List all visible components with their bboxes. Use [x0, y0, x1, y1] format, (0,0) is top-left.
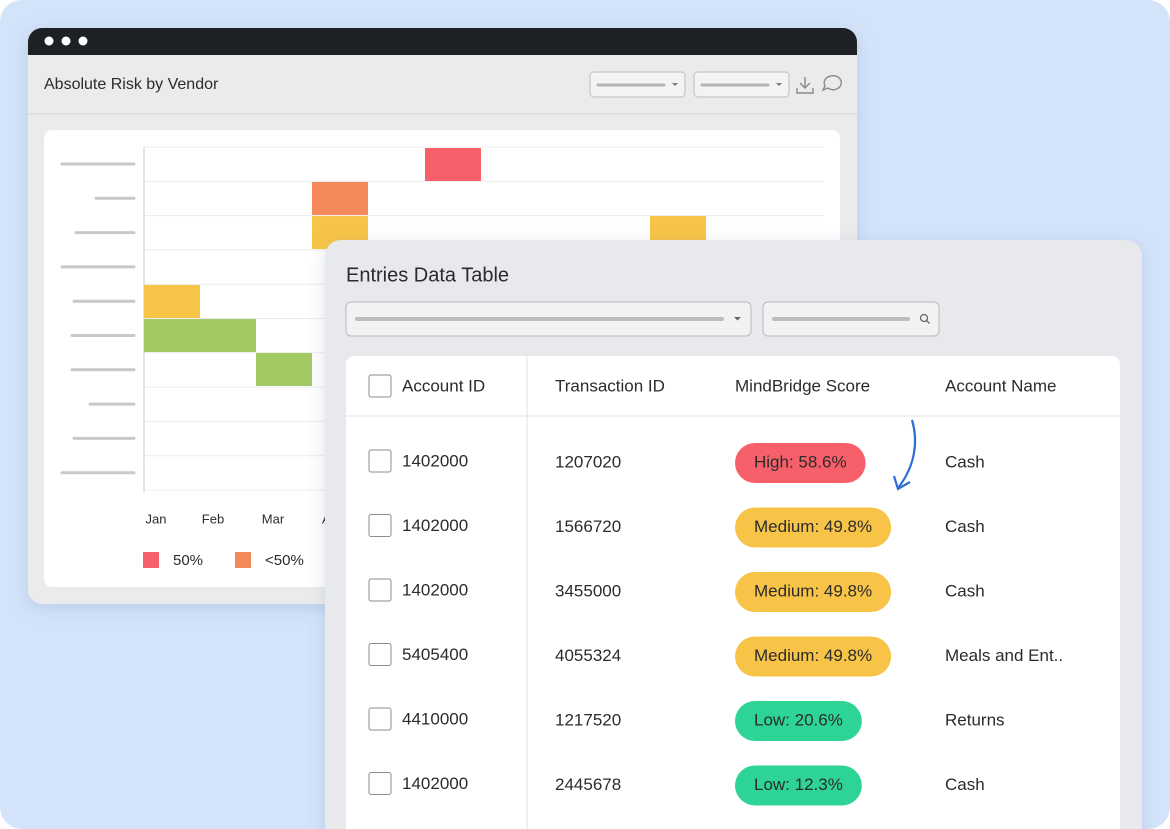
legend-swatch [143, 552, 159, 568]
legend-swatch [235, 552, 251, 568]
checkbox[interactable] [368, 707, 392, 731]
cell-text: 4055324 [555, 646, 621, 665]
cell-text: 1402000 [402, 451, 468, 470]
score-badge: Low: 12.3% [735, 765, 862, 806]
score-label: Medium: 49.8% [754, 646, 872, 665]
cell-text: 2445678 [555, 775, 621, 794]
column-header: Account Name [945, 376, 1057, 395]
heatmap-cell [312, 182, 368, 215]
cell-text: 4410000 [402, 709, 468, 728]
window-dot [44, 36, 54, 46]
checkbox[interactable] [368, 374, 392, 398]
score-badge: Medium: 49.8% [735, 636, 892, 677]
cell-text: 1402000 [402, 580, 468, 599]
arrow-head [892, 475, 911, 491]
window-dot [78, 36, 88, 46]
cell-text: 1207020 [555, 452, 621, 471]
score-label: Low: 20.6% [754, 710, 843, 729]
cell-text: Cash [945, 452, 985, 471]
badge-background [735, 443, 866, 483]
window-dot [61, 36, 71, 46]
comment-icon[interactable] [821, 75, 842, 92]
x-tick-label: Feb [202, 511, 224, 526]
heatmap-cell [425, 148, 481, 181]
legend-label: <50% [265, 552, 304, 569]
cell-text: Cash [945, 581, 985, 600]
heatmap-cell [144, 285, 200, 318]
cell-text: Returns [945, 710, 1005, 729]
checkbox[interactable] [368, 772, 392, 795]
badge-background [735, 765, 862, 806]
x-tick-label: Mar [262, 511, 285, 526]
column-header: Transaction ID [555, 376, 665, 395]
column-header: Account ID [402, 376, 485, 395]
cell-text: 1402000 [402, 516, 468, 535]
cell-text: Meals and Ent.. [945, 646, 1063, 665]
score-label: Medium: 49.8% [754, 517, 872, 536]
score-label: High: 58.6% [754, 452, 847, 471]
score-label: Medium: 49.8% [754, 581, 872, 600]
checkbox[interactable] [368, 578, 392, 602]
cell-text: Cash [945, 775, 985, 794]
heatmap-cell [256, 353, 312, 386]
download-icon[interactable] [796, 77, 814, 94]
score-badge: High: 58.6% [735, 443, 866, 483]
cell-text: 1402000 [402, 774, 468, 793]
score-label: Low: 12.3% [754, 775, 843, 794]
cell-text: 1217520 [555, 710, 621, 729]
legend-label: 50% [173, 552, 203, 569]
score-badge: Medium: 49.8% [735, 572, 892, 612]
badge-background [735, 636, 892, 677]
score-badge: Medium: 49.8% [735, 507, 892, 548]
badge-background [735, 701, 862, 741]
table-title: Entries Data Table [346, 264, 509, 286]
checkbox[interactable] [368, 643, 392, 666]
badge-background [735, 572, 892, 612]
cell-text: 3455000 [555, 581, 621, 600]
checkbox[interactable] [368, 514, 392, 537]
cell-text: Cash [945, 517, 985, 536]
table-window: Entries Data Table Account ID Transaction… [325, 240, 1142, 829]
heatmap-cell [144, 319, 256, 352]
data-table [346, 356, 1120, 829]
checkbox[interactable] [368, 449, 392, 473]
x-tick-label: Jan [146, 511, 167, 526]
window-title: Absolute Risk by Vendor [44, 76, 219, 93]
column-header: MindBridge Score [735, 376, 870, 395]
title-bar [28, 28, 857, 55]
badge-background [735, 507, 892, 548]
score-badge: Low: 20.6% [735, 701, 862, 741]
cell-text: 1566720 [555, 517, 621, 536]
arrow [897, 419, 917, 489]
cell-text: 5405400 [402, 645, 468, 664]
